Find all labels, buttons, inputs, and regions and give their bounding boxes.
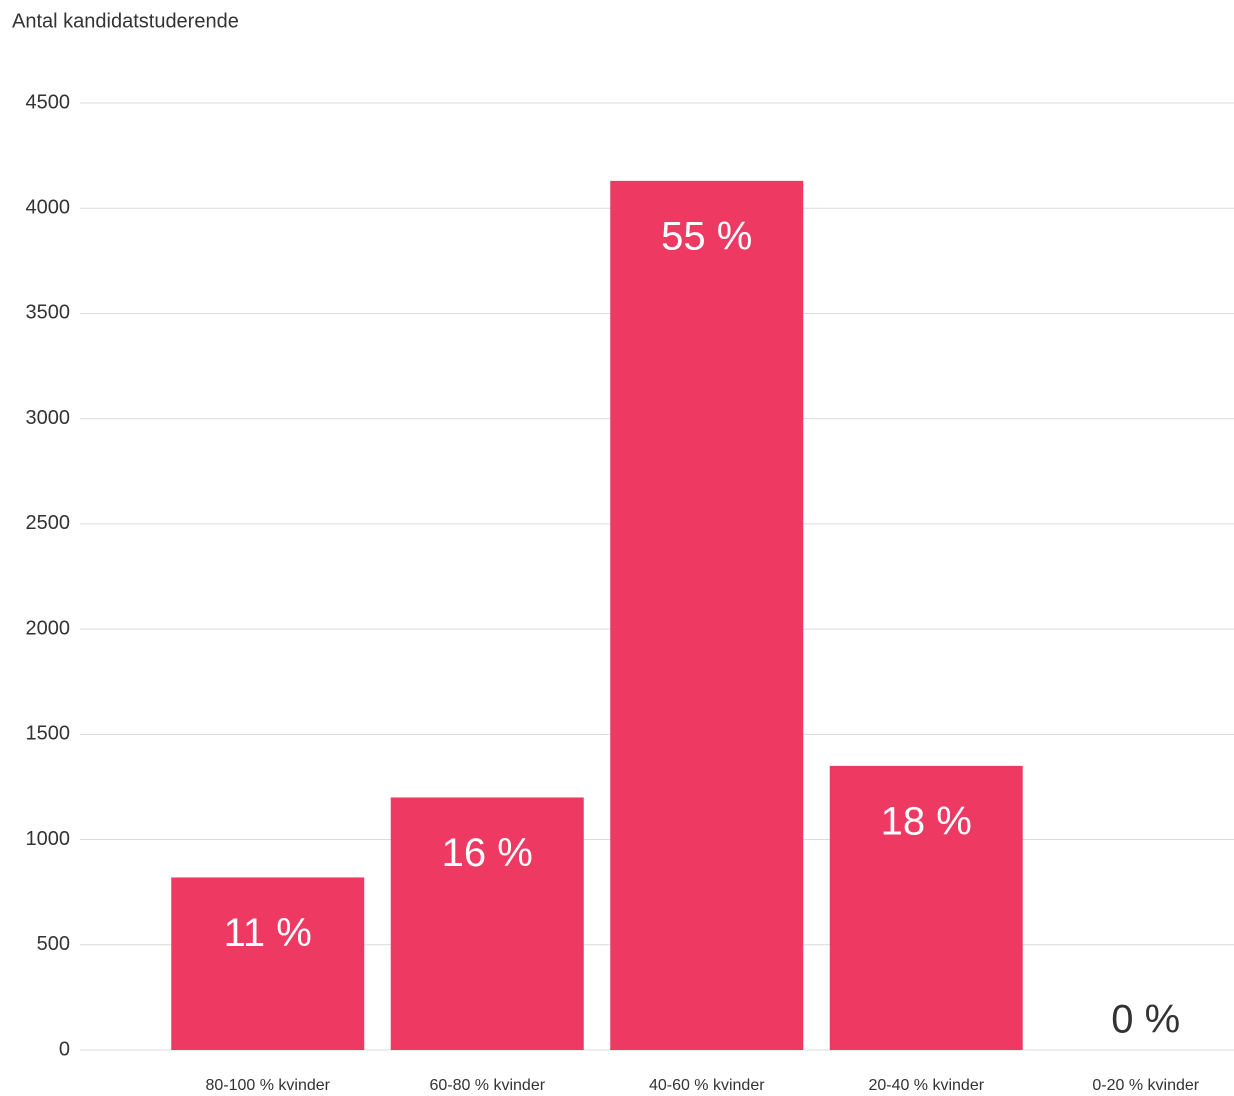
y-tick-label: 3000 — [26, 407, 71, 429]
y-tick-label: 500 — [37, 933, 70, 955]
bar — [390, 797, 584, 1050]
share-label: 16 % — [442, 831, 533, 875]
x-tick-label: 20-40 % kvinder — [868, 1077, 984, 1094]
bar — [610, 180, 804, 1050]
y-tick-label: 2000 — [26, 617, 71, 639]
y-axis-label: Antal kandidatstuderende — [12, 10, 239, 32]
y-tick-label: 4500 — [26, 91, 71, 113]
y-tick-label: 2500 — [26, 512, 71, 534]
x-tick-label: 0-20 % kvinder — [1092, 1077, 1199, 1094]
x-tick-label: 40-60 % kvinder — [649, 1077, 765, 1094]
y-tick-label: 1500 — [26, 723, 71, 745]
y-tick-label: 3500 — [26, 302, 71, 324]
share-label: 18 % — [881, 799, 972, 843]
y-tick-label: 0 — [59, 1038, 70, 1060]
share-label: 0 % — [1111, 998, 1180, 1042]
y-tick-label: 4000 — [26, 197, 71, 219]
bar — [829, 765, 1023, 1050]
y-tick-label: 1000 — [26, 828, 71, 850]
share-label: 55 % — [661, 214, 752, 258]
x-tick-label: 80-100 % kvinder — [205, 1077, 330, 1094]
share-label: 11 % — [224, 911, 312, 955]
bar — [171, 877, 365, 1050]
x-tick-label: 60-80 % kvinder — [429, 1077, 545, 1094]
